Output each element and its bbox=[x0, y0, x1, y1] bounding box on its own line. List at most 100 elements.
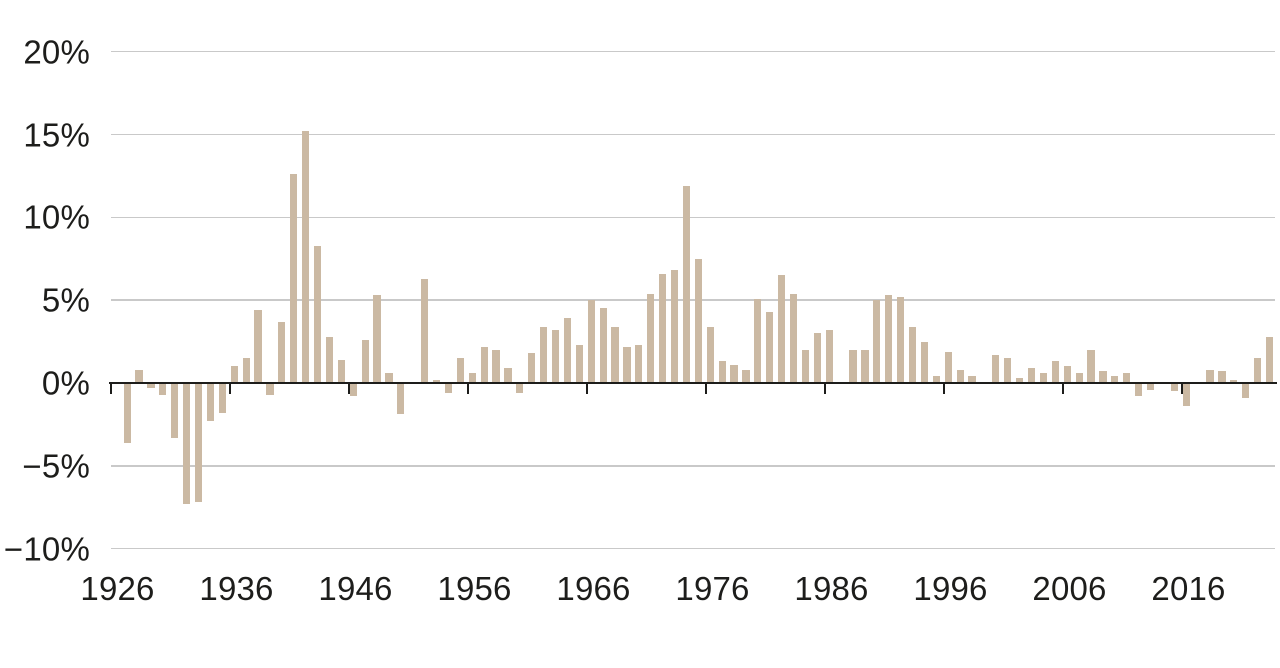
bar-1948 bbox=[373, 295, 381, 383]
y-axis-label--5pct: −5% bbox=[22, 447, 90, 485]
x-axis-tick-1996 bbox=[942, 382, 945, 394]
bar-1960 bbox=[516, 383, 524, 393]
bar-1979 bbox=[742, 369, 750, 383]
bar-1936 bbox=[230, 366, 238, 383]
x-axis-tick-2006 bbox=[1061, 382, 1064, 394]
bar-1947 bbox=[361, 339, 369, 383]
bar-2003 bbox=[1027, 368, 1036, 383]
bar-1976 bbox=[706, 326, 714, 383]
y-axis-label-0pct: 0% bbox=[41, 364, 90, 402]
bar-1927 bbox=[123, 383, 131, 443]
bar-1966 bbox=[587, 300, 595, 383]
y-axis-label-5pct: 5% bbox=[41, 281, 90, 319]
bar-1983 bbox=[789, 293, 798, 383]
bar-1989 bbox=[861, 349, 869, 383]
bar-1956 bbox=[468, 373, 476, 383]
bar-1981 bbox=[766, 311, 774, 383]
bar-2019 bbox=[1218, 371, 1226, 383]
bar-2006 bbox=[1063, 366, 1071, 383]
bar-1967 bbox=[599, 308, 607, 383]
bar-1958 bbox=[492, 349, 500, 383]
bar-1984 bbox=[801, 349, 810, 383]
bar-2012 bbox=[1135, 383, 1143, 397]
bar-2004 bbox=[1039, 373, 1048, 383]
x-axis-tick-1976 bbox=[704, 382, 707, 394]
y-axis-label-10pct: 10% bbox=[23, 198, 90, 236]
gridline-5pct bbox=[110, 299, 1275, 301]
bar-1950 bbox=[397, 383, 405, 415]
bar-1957 bbox=[480, 346, 488, 383]
bar-2008 bbox=[1087, 349, 1095, 383]
bar-1929 bbox=[147, 383, 155, 388]
x-axis-tick-1966 bbox=[585, 382, 588, 394]
bar-1944 bbox=[325, 336, 334, 383]
bar-1931 bbox=[171, 383, 179, 438]
x-axis-label-1986: 1986 bbox=[794, 570, 869, 607]
bar-1953 bbox=[432, 379, 441, 383]
zero-axis-line bbox=[108, 381, 1277, 385]
x-axis-label-1936: 1936 bbox=[199, 570, 274, 607]
x-axis-label-1956: 1956 bbox=[437, 570, 512, 607]
bar-1974 bbox=[682, 185, 691, 383]
bar-2010 bbox=[1111, 376, 1119, 383]
bar-2015 bbox=[1170, 383, 1178, 392]
bar-1992 bbox=[897, 296, 905, 383]
gridline-15pct bbox=[110, 133, 1275, 136]
bar-1939 bbox=[266, 383, 274, 395]
bar-2011 bbox=[1123, 373, 1131, 383]
bar-1959 bbox=[504, 368, 512, 383]
bar-1961 bbox=[528, 353, 536, 383]
bar-1995 bbox=[932, 376, 940, 383]
bar-1996 bbox=[944, 351, 952, 383]
gridline--5pct bbox=[110, 465, 1275, 467]
bar-1971 bbox=[647, 293, 655, 383]
bar-1942 bbox=[302, 131, 310, 383]
x-axis-tick-1956 bbox=[466, 382, 469, 394]
x-axis-tick-2016 bbox=[1180, 382, 1183, 394]
bar-1977 bbox=[718, 361, 726, 383]
x-axis-label-1996: 1996 bbox=[913, 570, 988, 607]
bar-1949 bbox=[385, 373, 393, 383]
bar-1988 bbox=[849, 349, 857, 383]
bar-2001 bbox=[1004, 358, 1012, 383]
bar-1972 bbox=[659, 273, 667, 383]
bar-1963 bbox=[551, 329, 560, 383]
bar-1998 bbox=[968, 376, 976, 383]
bar-1975 bbox=[694, 258, 702, 383]
bar-1964 bbox=[563, 318, 572, 383]
bar-1997 bbox=[956, 369, 964, 383]
bar-1938 bbox=[254, 310, 262, 383]
bar-1952 bbox=[421, 278, 429, 383]
gridline--10pct bbox=[110, 547, 1275, 550]
bar-2018 bbox=[1206, 369, 1214, 383]
bar-1968 bbox=[611, 326, 619, 383]
bar-1932 bbox=[183, 383, 191, 504]
gridline-20pct bbox=[110, 50, 1275, 53]
bar-1943 bbox=[313, 245, 322, 383]
x-axis-label-1946: 1946 bbox=[318, 570, 393, 607]
bar-2023 bbox=[1265, 336, 1274, 383]
gridline-10pct bbox=[110, 216, 1275, 219]
bar-2005 bbox=[1051, 361, 1059, 383]
bar-1954 bbox=[444, 383, 453, 393]
bar-1935 bbox=[218, 383, 226, 413]
x-axis-label-1976: 1976 bbox=[675, 570, 750, 607]
bar-1946 bbox=[349, 383, 357, 397]
bar-2022 bbox=[1254, 358, 1262, 383]
bar-2020 bbox=[1230, 379, 1238, 383]
bar-1945 bbox=[337, 359, 345, 383]
bar-1986 bbox=[825, 329, 833, 383]
bar-2013 bbox=[1146, 383, 1155, 390]
bar-1930 bbox=[159, 383, 167, 395]
bar-1933 bbox=[194, 383, 203, 503]
bar-2016 bbox=[1182, 383, 1190, 407]
x-axis-tick-1946 bbox=[347, 382, 350, 394]
bar-2007 bbox=[1075, 373, 1083, 383]
bar-1941 bbox=[290, 174, 298, 383]
x-axis-tick-1926 bbox=[109, 382, 112, 394]
x-axis-label-2006: 2006 bbox=[1032, 570, 1107, 607]
y-axis-label-20pct: 20% bbox=[23, 33, 90, 71]
bar-1991 bbox=[885, 295, 893, 383]
bar-1962 bbox=[540, 326, 548, 383]
